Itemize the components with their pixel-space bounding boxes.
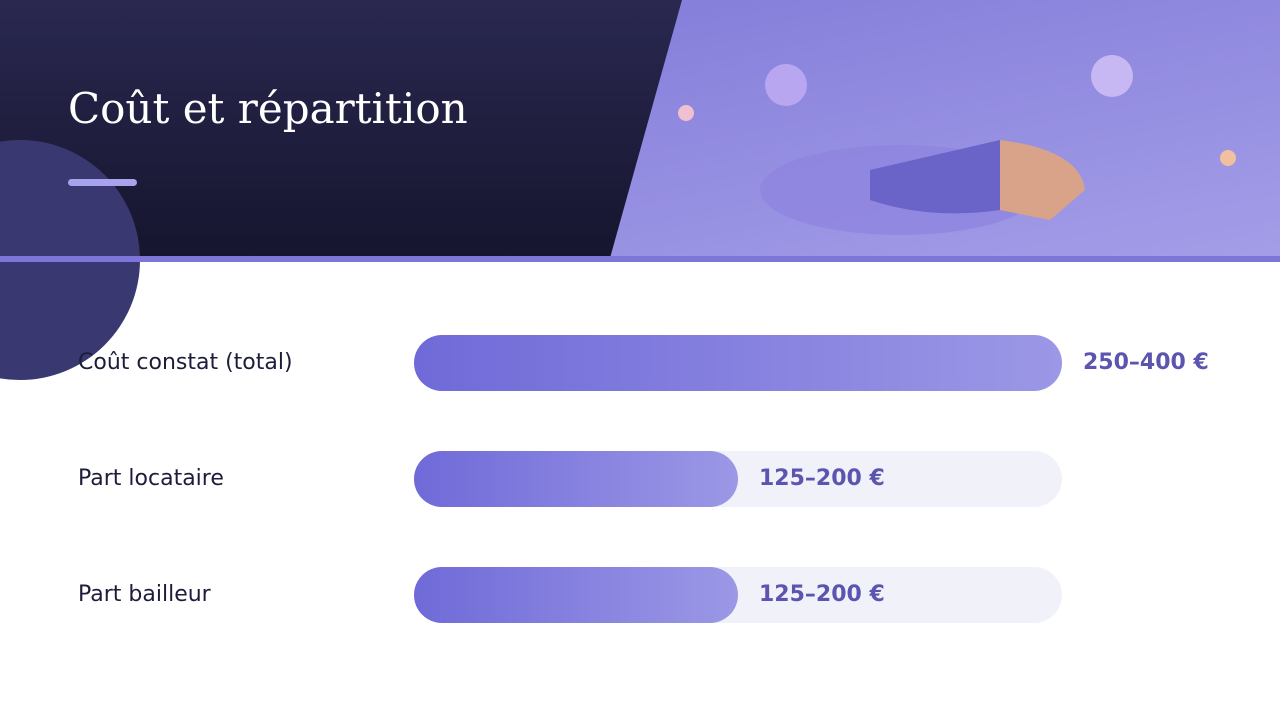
- title-accent: [68, 179, 137, 186]
- art-shape: [1220, 150, 1236, 166]
- bar: [414, 335, 1062, 391]
- rows: Coût constat (total) 250–400 € Part locata…: [78, 335, 1209, 623]
- value-label: 125–200 €: [759, 582, 885, 607]
- art-shape: [678, 105, 694, 121]
- row-label: Part bailleur: [78, 582, 212, 607]
- row-label: Coût constat (total): [78, 350, 293, 375]
- header: Coût et répartition: [0, 0, 1280, 380]
- bar: [414, 567, 738, 623]
- value-label: 250–400 €: [1083, 350, 1209, 375]
- value-label: 125–200 €: [759, 466, 885, 491]
- header-panel: [0, 0, 682, 258]
- header-border: [0, 256, 1280, 262]
- art-shape: [1000, 140, 1085, 220]
- bar: [414, 451, 738, 507]
- art-shape: [1091, 55, 1133, 97]
- title: Coût et répartition: [68, 84, 468, 133]
- art-shape: [765, 64, 807, 106]
- row-label: Part locataire: [78, 466, 224, 491]
- art-shape: [870, 140, 1000, 214]
